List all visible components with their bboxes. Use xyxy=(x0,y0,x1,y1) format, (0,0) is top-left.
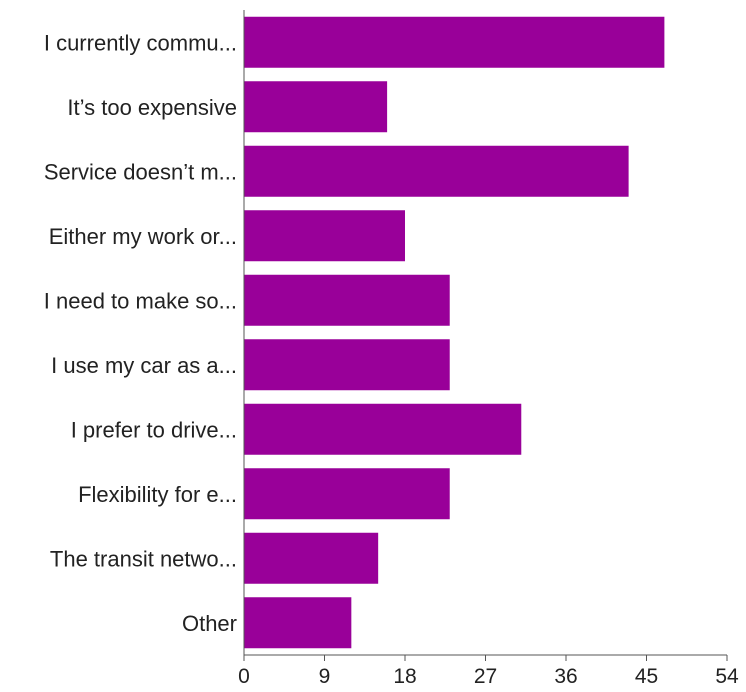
bar-7 xyxy=(244,403,522,455)
category-label-8: Flexibility for e... xyxy=(78,482,237,507)
bar-4 xyxy=(244,210,405,262)
x-tick-label-7: 54 xyxy=(715,665,739,688)
x-tick-label-1: 0 xyxy=(238,665,250,688)
bar-1 xyxy=(244,16,665,68)
bars-group xyxy=(244,16,665,649)
x-tick-label-2: 9 xyxy=(319,665,331,688)
category-label-9: The transit netwo... xyxy=(50,546,237,571)
bar-5 xyxy=(244,274,450,326)
bar-10 xyxy=(244,597,352,649)
category-label-4: Either my work or... xyxy=(49,224,237,249)
category-label-5: I need to make so... xyxy=(44,288,237,313)
x-tick-label-6: 45 xyxy=(635,665,658,688)
bar-9 xyxy=(244,532,379,584)
x-tick-label-4: 27 xyxy=(474,665,497,688)
bar-2 xyxy=(244,81,388,133)
category-labels: I currently commu... It’s too expensive Se… xyxy=(44,30,237,636)
bar-8 xyxy=(244,468,450,520)
bar-3 xyxy=(244,145,629,197)
x-axis-ticks: 0 9 18 27 36 45 54 xyxy=(238,655,739,688)
category-label-2: It’s too expensive xyxy=(67,95,237,120)
x-tick-label-3: 18 xyxy=(393,665,416,688)
category-label-6: I use my car as a... xyxy=(51,353,237,378)
category-label-1: I currently commu... xyxy=(44,30,237,55)
category-label-3: Service doesn’t m... xyxy=(44,159,237,184)
category-label-7: I prefer to drive... xyxy=(71,417,237,442)
x-tick-label-5: 36 xyxy=(554,665,577,688)
bar-6 xyxy=(244,339,450,391)
category-label-10: Other xyxy=(182,611,237,636)
